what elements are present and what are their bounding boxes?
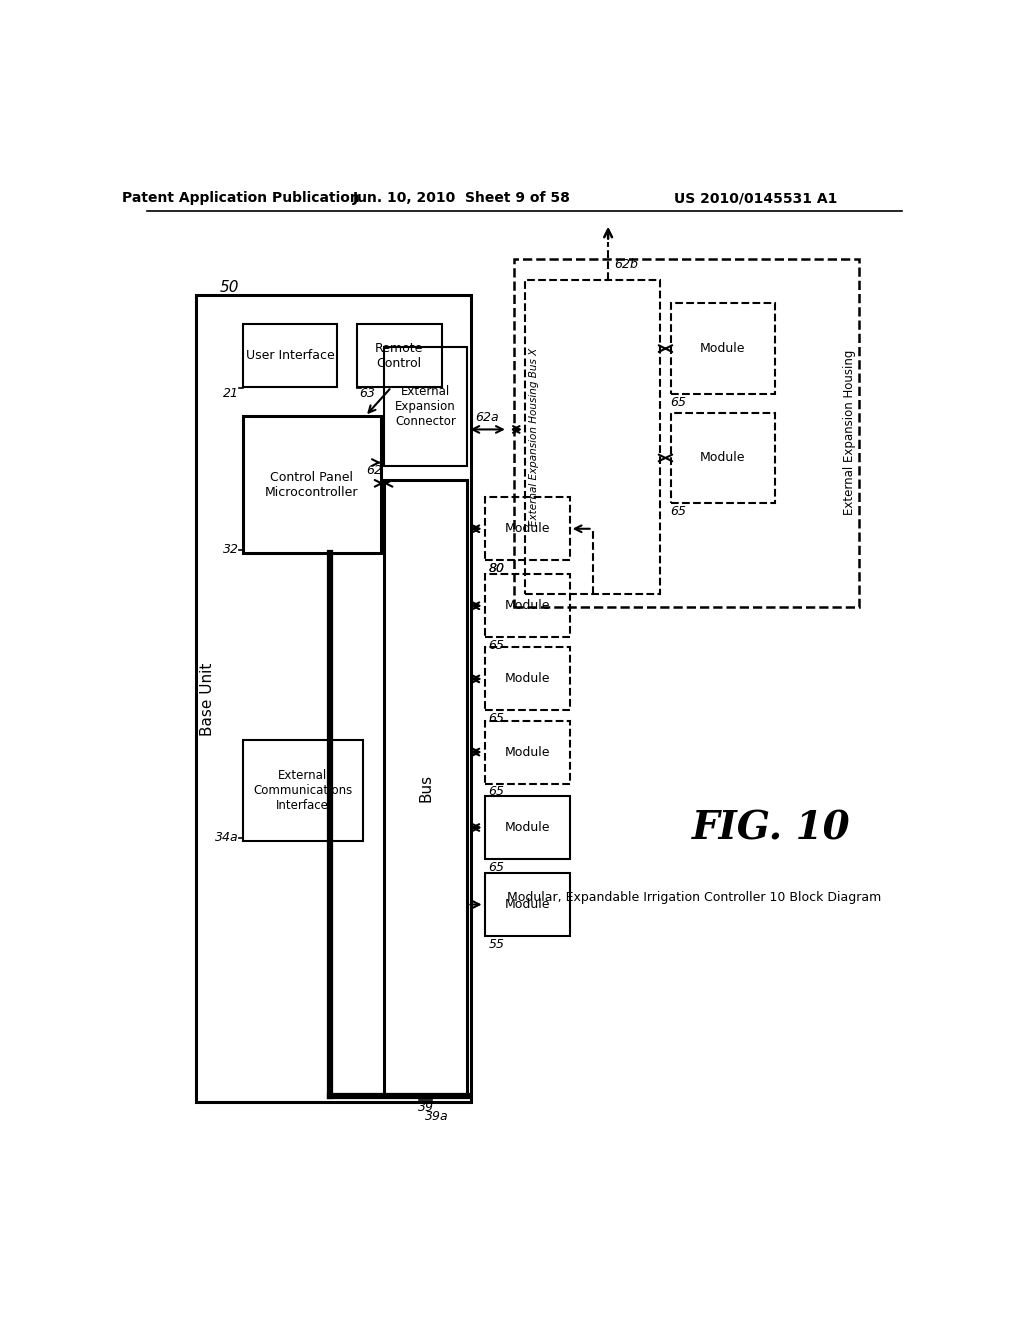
Text: Module: Module	[505, 821, 550, 834]
Text: Remote
Control: Remote Control	[375, 342, 424, 370]
Bar	[514, 259, 859, 607]
Text: Base Unit: Base Unit	[201, 663, 215, 735]
Bar	[484, 796, 569, 859]
Bar	[243, 416, 381, 553]
Text: Module: Module	[700, 342, 745, 355]
Text: 80: 80	[488, 562, 505, 576]
Text: Bus: Bus	[418, 775, 433, 803]
Text: 63: 63	[359, 387, 375, 400]
Text: External Expansion Housing: External Expansion Housing	[843, 350, 856, 515]
Text: Module: Module	[505, 672, 550, 685]
Bar	[484, 574, 569, 638]
Text: External
Expansion
Connector: External Expansion Connector	[395, 385, 456, 428]
Text: Module: Module	[505, 599, 550, 612]
Text: 65: 65	[488, 639, 505, 652]
Bar	[243, 323, 337, 387]
Bar	[356, 323, 442, 387]
Text: 50: 50	[219, 280, 239, 296]
Bar	[484, 647, 569, 710]
Bar	[384, 480, 467, 1096]
Text: Module: Module	[700, 451, 745, 465]
Text: 62a: 62a	[475, 412, 499, 425]
Bar	[243, 739, 362, 841]
Text: Module: Module	[505, 746, 550, 759]
Bar	[484, 721, 569, 784]
Bar	[484, 498, 569, 561]
Text: Jun. 10, 2010  Sheet 9 of 58: Jun. 10, 2010 Sheet 9 of 58	[352, 191, 570, 206]
Text: Module: Module	[505, 523, 550, 536]
Text: Modular, Expandable Irrigation Controller 10 Block Diagram: Modular, Expandable Irrigation Controlle…	[507, 891, 881, 904]
Text: 32: 32	[223, 543, 239, 556]
Text: 21: 21	[223, 387, 239, 400]
Text: 39a: 39a	[425, 1110, 450, 1123]
Text: External Expansion Housing Bus X: External Expansion Housing Bus X	[529, 348, 539, 527]
Text: Patent Application Publication: Patent Application Publication	[122, 191, 359, 206]
Text: Module: Module	[505, 898, 550, 911]
Text: US 2010/0145531 A1: US 2010/0145531 A1	[674, 191, 838, 206]
Text: External
Communications
Interface: External Communications Interface	[253, 770, 352, 812]
Text: Control Panel
Microcontroller: Control Panel Microcontroller	[265, 471, 358, 499]
Text: 34a: 34a	[215, 832, 239, 843]
Bar	[524, 280, 660, 594]
Text: 55: 55	[488, 937, 505, 950]
Text: FIG. 10: FIG. 10	[692, 809, 851, 847]
Text: 65: 65	[488, 785, 505, 799]
Text: 65: 65	[671, 396, 686, 409]
Bar	[484, 873, 569, 936]
Bar	[197, 296, 471, 1102]
Bar	[671, 413, 775, 503]
Text: 62b: 62b	[614, 259, 638, 271]
Text: 65: 65	[671, 506, 686, 517]
Bar	[384, 347, 467, 466]
Text: 39: 39	[418, 1101, 433, 1114]
Text: User Interface: User Interface	[246, 348, 335, 362]
Text: 65: 65	[488, 861, 505, 874]
Text: 80: 80	[488, 562, 505, 576]
Text: 62: 62	[367, 463, 382, 477]
Bar	[671, 304, 775, 395]
Text: 65: 65	[488, 711, 505, 725]
